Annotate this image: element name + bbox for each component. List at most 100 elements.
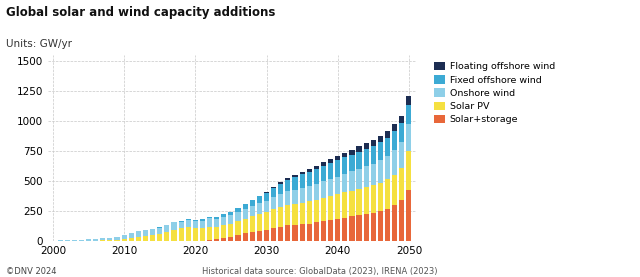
Bar (385, 131, 390, 138)
Bar (214, 227, 220, 239)
Bar (364, 149, 369, 166)
Bar (214, 219, 220, 227)
Bar (257, 203, 262, 214)
Bar (371, 146, 376, 163)
Bar (129, 238, 134, 241)
Bar (143, 230, 148, 236)
Bar (164, 225, 170, 232)
Bar (172, 222, 177, 230)
Bar (157, 228, 163, 234)
Bar (335, 176, 340, 194)
Bar (257, 231, 262, 241)
Bar (193, 222, 198, 229)
Bar (321, 166, 326, 181)
Bar (307, 169, 312, 172)
Bar (207, 240, 212, 241)
Bar (335, 219, 340, 241)
Bar (257, 214, 262, 231)
Bar (51, 240, 56, 241)
Bar (93, 239, 99, 240)
Bar (285, 225, 291, 241)
Bar (371, 140, 376, 146)
Bar (342, 218, 348, 241)
Bar (378, 160, 383, 183)
Bar (86, 239, 91, 241)
Bar (108, 238, 113, 240)
Bar (150, 235, 155, 241)
Bar (207, 217, 212, 219)
Bar (264, 212, 269, 230)
Bar (264, 230, 269, 241)
Bar (349, 150, 355, 155)
Bar (342, 157, 348, 174)
Bar (228, 237, 234, 241)
Bar (364, 143, 369, 149)
Bar (221, 217, 227, 225)
Text: Units: GW/yr: Units: GW/yr (6, 39, 72, 49)
Text: Global solar and wind capacity additions: Global solar and wind capacity additions (6, 6, 276, 19)
Bar (243, 219, 248, 233)
Bar (193, 229, 198, 241)
Bar (207, 227, 212, 240)
Bar (300, 203, 305, 224)
Bar (264, 192, 269, 193)
Bar (364, 214, 369, 241)
Bar (335, 160, 340, 176)
Bar (257, 196, 262, 203)
Bar (314, 200, 319, 222)
Bar (271, 228, 276, 241)
Bar (392, 124, 397, 131)
Bar (356, 152, 362, 169)
Bar (392, 205, 397, 241)
Bar (321, 181, 326, 198)
Bar (136, 237, 141, 241)
Bar (321, 198, 326, 221)
Bar (271, 188, 276, 197)
Bar (243, 233, 248, 241)
Bar (214, 239, 220, 241)
Bar (157, 227, 163, 228)
Bar (307, 172, 312, 186)
Bar (385, 209, 390, 241)
Bar (385, 156, 390, 179)
Bar (349, 155, 355, 171)
Text: ©DNV 2024: ©DNV 2024 (6, 267, 57, 276)
Bar (356, 189, 362, 215)
Bar (300, 174, 305, 188)
Bar (399, 200, 404, 241)
Bar (200, 228, 205, 241)
Bar (314, 222, 319, 241)
Bar (179, 222, 184, 229)
Bar (356, 169, 362, 189)
Bar (378, 136, 383, 142)
Bar (292, 177, 298, 189)
Bar (179, 221, 184, 222)
Bar (243, 209, 248, 219)
Bar (264, 193, 269, 201)
Bar (314, 169, 319, 184)
Bar (236, 221, 241, 235)
Bar (342, 174, 348, 193)
Bar (278, 227, 284, 241)
Bar (264, 201, 269, 212)
Bar (157, 234, 163, 241)
Bar (328, 163, 333, 179)
Bar (307, 186, 312, 201)
Bar (285, 205, 291, 225)
Bar (164, 232, 170, 241)
Bar (150, 229, 155, 235)
Bar (335, 156, 340, 160)
Bar (136, 231, 141, 237)
Bar (292, 225, 298, 241)
Bar (328, 160, 333, 163)
Bar (115, 237, 120, 240)
Bar (122, 239, 127, 241)
Bar (179, 229, 184, 241)
Bar (65, 240, 70, 241)
Bar (356, 215, 362, 241)
Bar (271, 186, 276, 188)
Bar (328, 196, 333, 220)
Bar (278, 207, 284, 227)
Bar (285, 180, 291, 191)
Bar (292, 189, 298, 204)
